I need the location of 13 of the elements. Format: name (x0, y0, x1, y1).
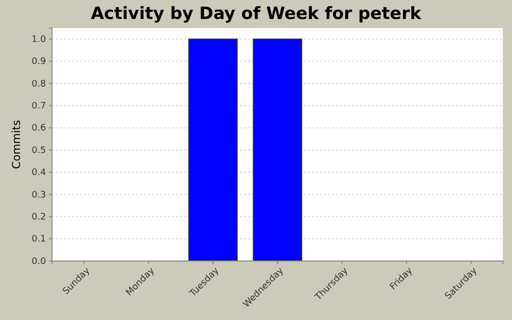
y-tick-label: 0.4 (32, 168, 46, 178)
y-tick-label: 0.2 (32, 212, 46, 222)
y-tick-label: 0.6 (32, 124, 46, 134)
y-tick-label: 0.9 (32, 57, 46, 68)
y-tick-label: 0.1 (32, 234, 46, 245)
y-tick-label: 0.3 (32, 190, 46, 200)
y-tick-label: 1.0 (32, 34, 46, 45)
y-tick-label: 0.5 (32, 146, 46, 156)
chart-title: Activity by Day of Week for peterk (90, 4, 422, 24)
y-tick-label: 0.7 (32, 102, 46, 112)
y-tick-label: 0.0 (32, 256, 46, 267)
y-tick-label: 0.8 (32, 79, 46, 90)
y-axis-title: Commits (10, 120, 23, 169)
